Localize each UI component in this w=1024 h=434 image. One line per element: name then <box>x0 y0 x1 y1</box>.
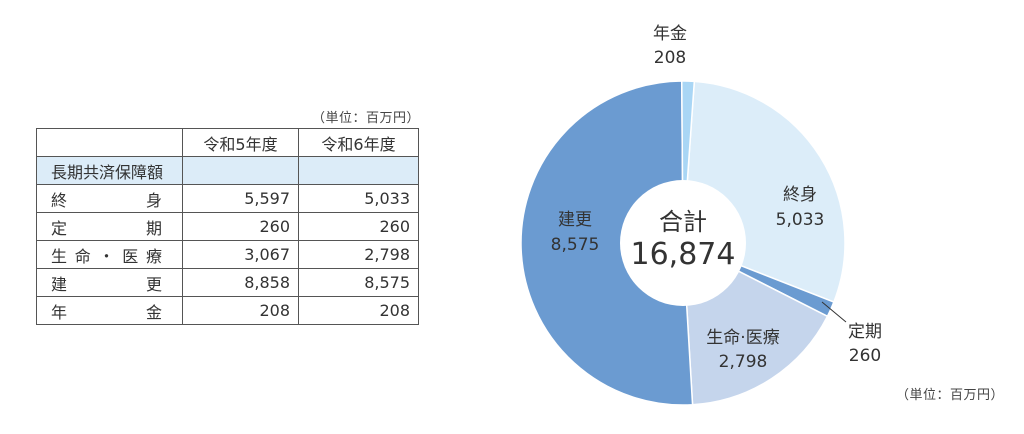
row-label: 生命・医療 <box>36 240 183 269</box>
slice-label-name: 年金 <box>653 24 687 44</box>
table-row: 生命・医療 3,067 2,798 <box>36 240 419 269</box>
table-header-row: 令和5年度 令和6年度 <box>36 128 419 157</box>
slice-label-name: 終身 <box>783 185 817 205</box>
center-total-value: 16,874 <box>631 237 736 272</box>
slice-label-name: 建更 <box>558 210 592 230</box>
table-row: 終身 5,597 5,033 <box>36 184 419 213</box>
slice-3 <box>520 80 694 406</box>
slice-label-value: 208 <box>654 48 686 68</box>
leader-line-teiki <box>821 301 847 323</box>
donut-hole <box>620 180 746 306</box>
row-label: 年金 <box>36 296 183 325</box>
center-total-label: 合計 <box>659 208 707 236</box>
value-fy5: 208 <box>182 296 299 325</box>
value-fy6: 5,033 <box>298 184 419 213</box>
chart-unit-label: （単位：百万円） <box>896 388 1005 403</box>
table-row: 建更 8,858 8,575 <box>36 268 419 297</box>
value-fy6: 208 <box>298 296 419 325</box>
value-fy5: 8,858 <box>182 268 299 297</box>
section-empty-cell <box>298 156 419 185</box>
row-label: 終身 <box>36 184 183 213</box>
row-label: 建更 <box>36 268 183 297</box>
slice-label-name: 定期 <box>848 322 882 342</box>
slice-label-value: 8,575 <box>551 235 600 255</box>
table-row: 年金 208 208 <box>36 296 419 325</box>
section-row: 長期共済保障額 <box>36 156 419 185</box>
slice-label-value: 5,033 <box>776 210 825 230</box>
slice-label-value: 2,798 <box>719 352 768 372</box>
value-fy5: 260 <box>182 212 299 241</box>
slice-label-value: 260 <box>849 346 881 366</box>
value-fy5: 5,597 <box>182 184 299 213</box>
table-row: 定期 260 260 <box>36 212 419 241</box>
header-blank <box>36 128 183 157</box>
section-empty-cell <box>182 156 299 185</box>
table-unit-label: （単位：百万円） <box>312 111 421 126</box>
header-fy5: 令和5年度 <box>182 128 299 157</box>
insurance-table: 令和5年度 令和6年度 長期共済保障額 終身 5,597 5,033 定期 26… <box>36 128 419 325</box>
slice-label-name: 生命·医療 <box>706 328 779 348</box>
